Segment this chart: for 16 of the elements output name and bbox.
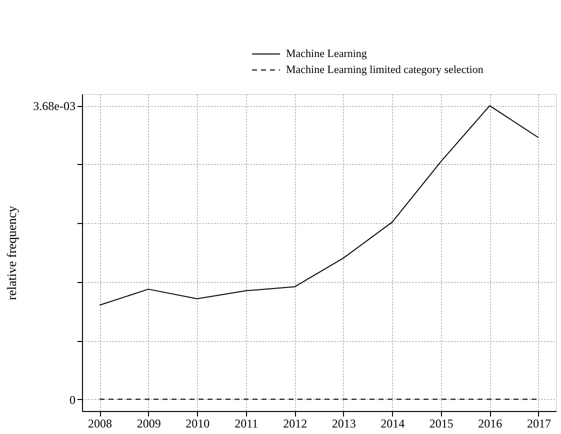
- x-tick-label: 2015: [429, 416, 454, 430]
- y-axis-title: relative frequency: [4, 205, 20, 300]
- y-tick-label: 0: [70, 392, 76, 407]
- x-tick-label: 2014: [380, 416, 405, 430]
- x-tick-label: 2012: [283, 416, 308, 430]
- x-tick-label: 2008: [88, 416, 112, 430]
- x-tick-label: 2010: [186, 416, 210, 430]
- x-tick-label: 2009: [136, 416, 161, 430]
- legend-label: Machine Learning: [286, 48, 368, 60]
- x-tick-label: 2017: [526, 416, 551, 430]
- x-tick-label: 2016: [478, 416, 502, 430]
- line-series: [99, 105, 539, 306]
- x-tick-label: 2013: [332, 416, 356, 430]
- x-tick-label: 2011: [234, 416, 258, 430]
- legend-label: Machine Learning limited category selection: [286, 64, 484, 76]
- y-tick-label: 3.68e-03: [33, 99, 76, 114]
